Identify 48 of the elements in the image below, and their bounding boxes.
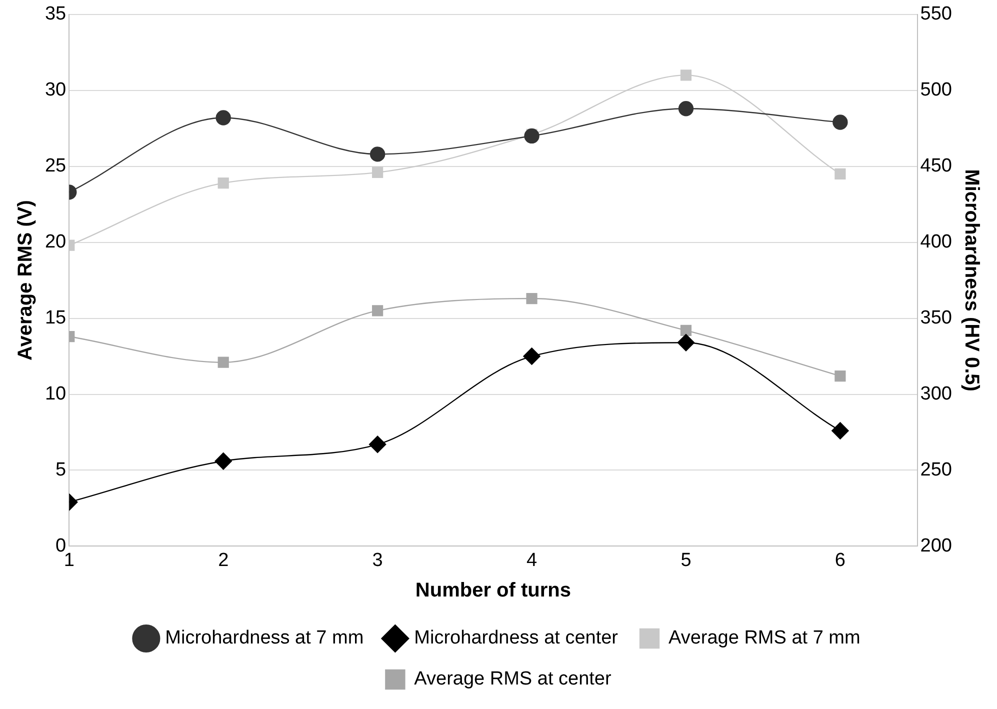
legend-label: Microhardness at 7 mm: [165, 628, 364, 649]
point: [678, 101, 694, 116]
y-axis-title: Average RMS (V): [14, 200, 37, 361]
x-axis-title: Number of turns: [415, 580, 571, 602]
point: [370, 146, 386, 162]
x-tick-label: 2: [218, 550, 229, 571]
point: [372, 305, 384, 316]
point: [832, 422, 849, 440]
x-tick-label: 4: [526, 550, 538, 571]
y-tick-label: 20: [44, 232, 66, 253]
point: [372, 166, 384, 178]
point: [834, 168, 846, 180]
point: [524, 128, 540, 144]
point: [218, 178, 229, 189]
y2-tick-label: 350: [920, 308, 952, 329]
y-tick-label: 30: [44, 80, 66, 101]
y2-tick-label: 450: [920, 156, 952, 177]
x-tick-label: 6: [834, 550, 846, 571]
point: [680, 70, 692, 81]
point: [368, 436, 386, 453]
y2-tick-label: 250: [920, 459, 952, 480]
y-tick-label: 25: [44, 156, 66, 177]
point: [832, 114, 848, 130]
point: [523, 348, 540, 365]
x-tick-label: 3: [372, 550, 383, 571]
legend-label: Microhardness at center: [414, 628, 619, 649]
y2-tick-label: 550: [920, 4, 952, 25]
x-tick-label: 1: [64, 550, 74, 571]
legend-label: Average RMS at center: [414, 668, 612, 690]
y-tick-label: 0: [56, 535, 66, 556]
y-tick-label: 15: [44, 308, 66, 329]
y-tick-label: 5: [56, 459, 66, 480]
y2-tick-label: 400: [920, 232, 952, 253]
point: [526, 292, 538, 304]
y2-tick-label: 500: [920, 80, 952, 101]
legend-label: Average RMS at 7 mm: [668, 628, 860, 649]
x-tick-label: 5: [680, 550, 692, 571]
point: [834, 370, 846, 382]
y-tick-label: 10: [44, 383, 66, 404]
point: [214, 452, 232, 470]
y-tick-label: 35: [44, 4, 66, 25]
y2-tick-label: 200: [920, 535, 952, 556]
y2-tick-label: 300: [920, 383, 952, 404]
point: [218, 356, 229, 368]
point: [677, 334, 695, 352]
point: [680, 324, 692, 336]
y2-axis-title: Microhardness (HV 0.5): [960, 169, 982, 392]
point: [216, 110, 231, 126]
